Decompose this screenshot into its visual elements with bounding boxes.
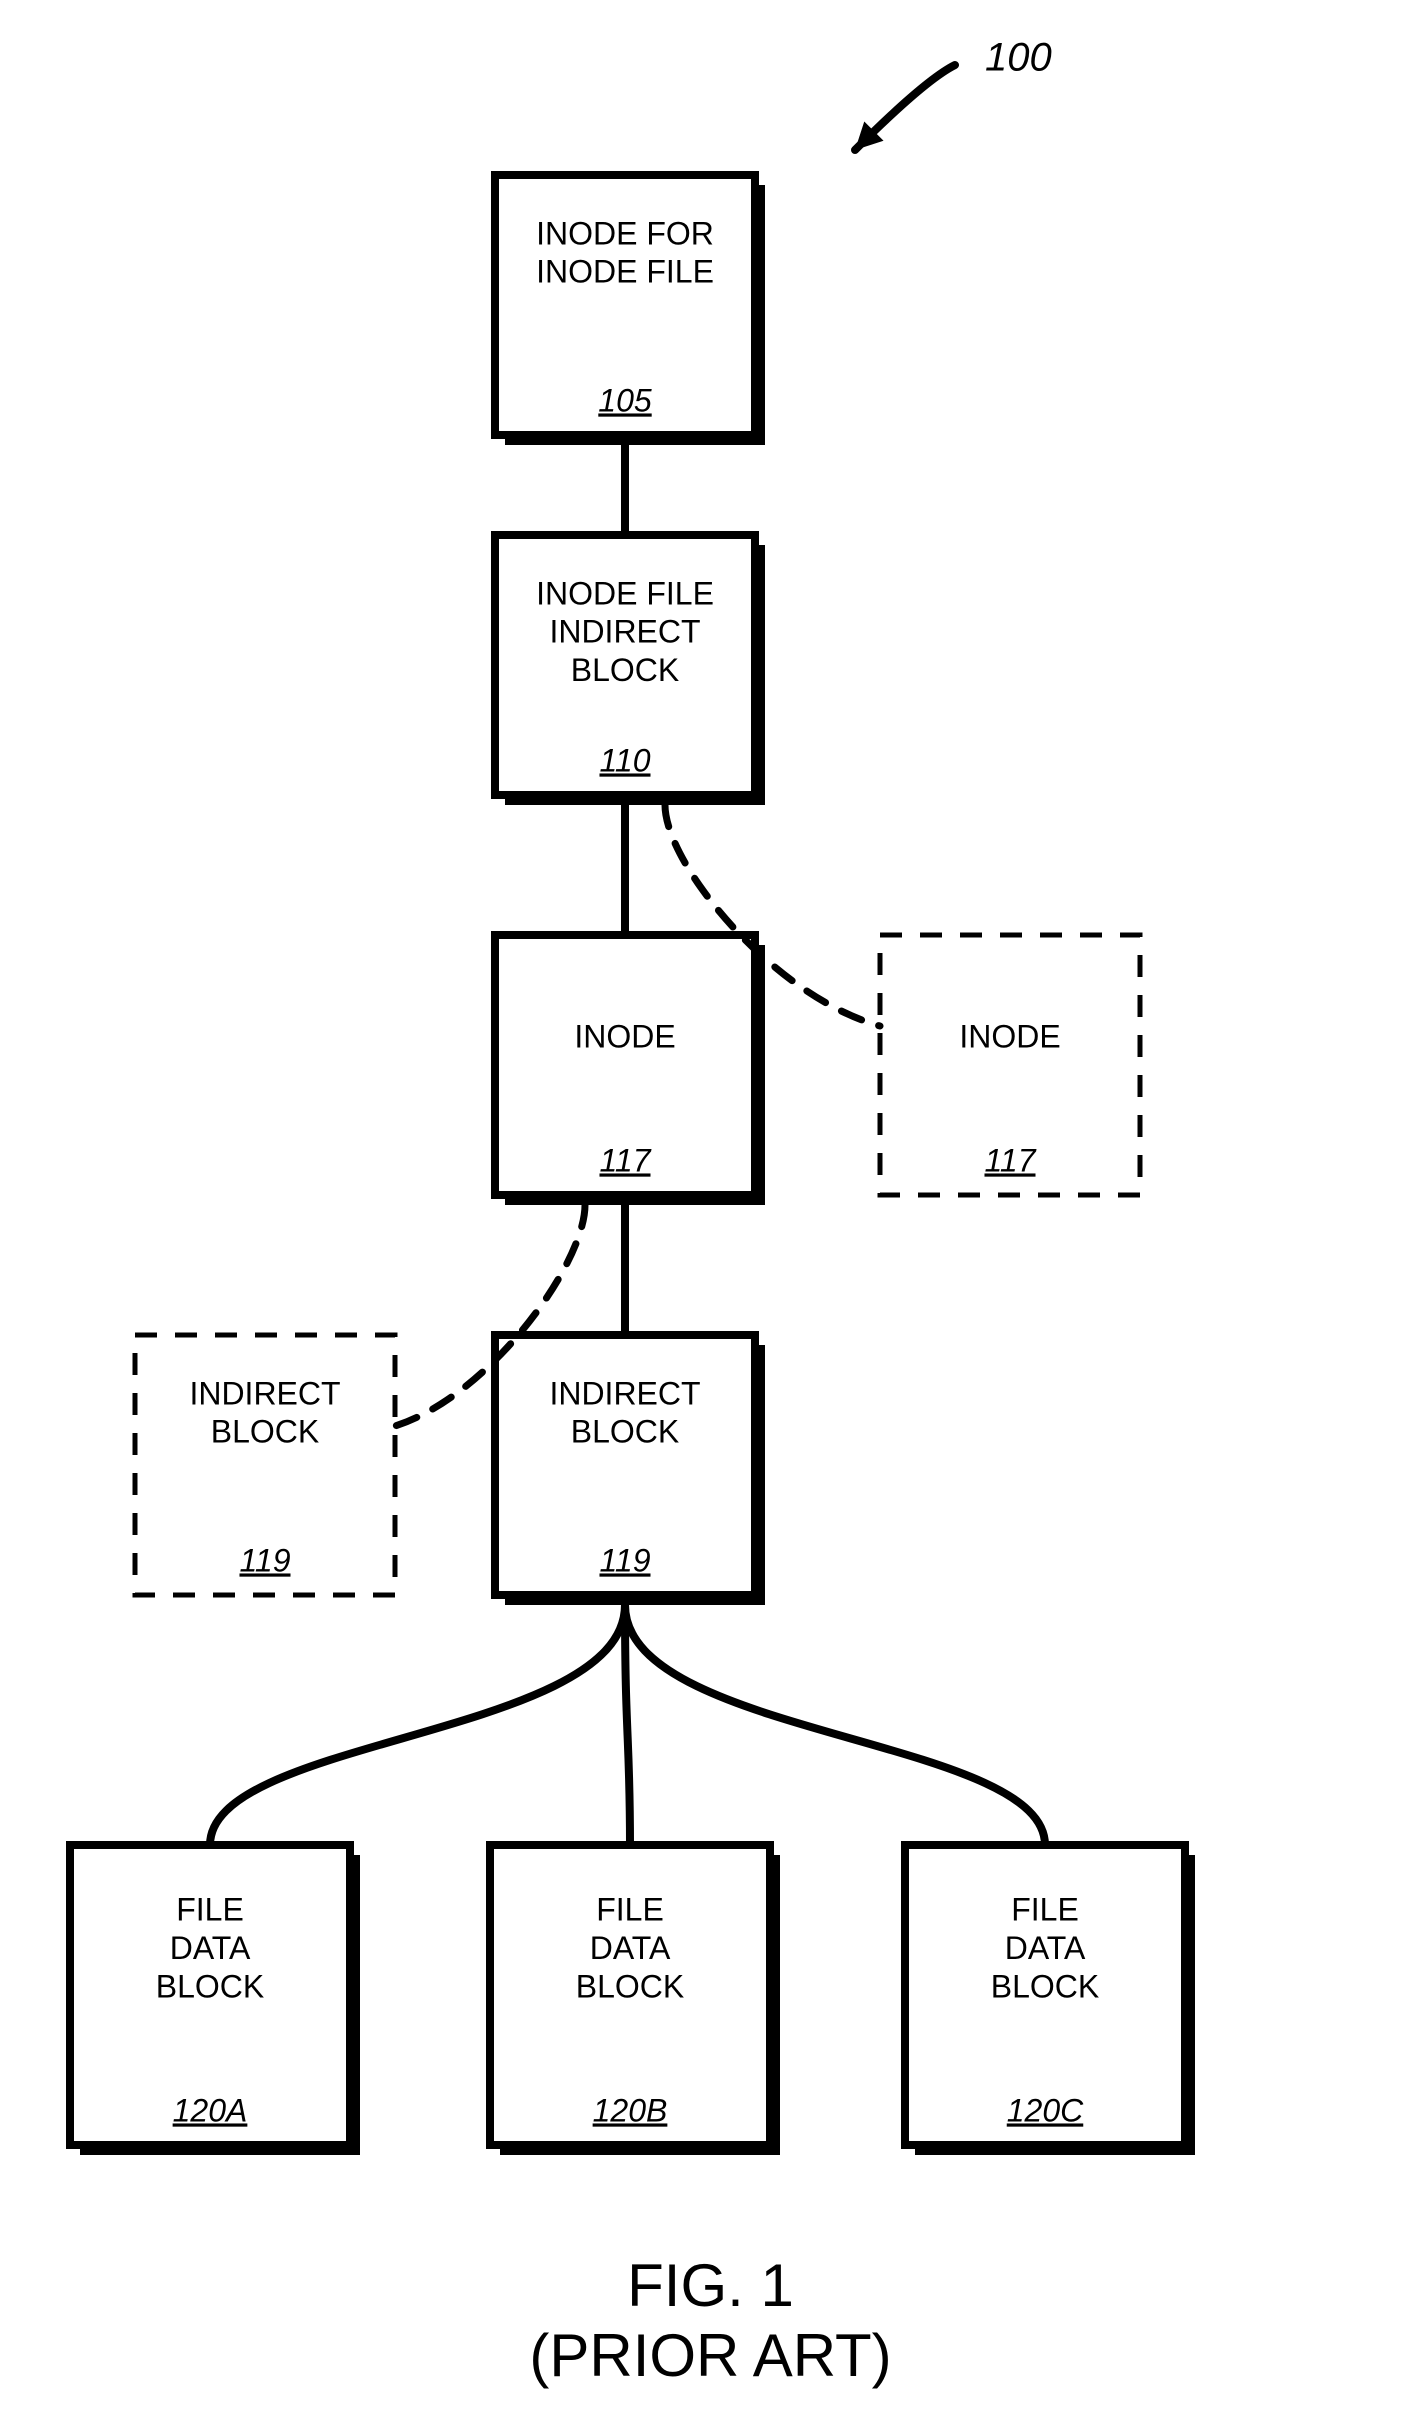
node-label: INDIRECT [549, 614, 700, 650]
diagram-svg: INODE FORINODE FILE105INODE FILEINDIRECT… [0, 0, 1421, 2435]
node-indirect_main: INDIRECTBLOCK 119 [495, 1335, 765, 1605]
node-label: BLOCK [991, 1968, 1099, 2004]
node-number: 105 [598, 382, 652, 418]
node-inode_file_indirect: INODE FILEINDIRECTBLOCK 110 [495, 535, 765, 805]
node-label: INDIRECT [549, 1375, 700, 1411]
node-inode_for_inode_file: INODE FORINODE FILE 105 [495, 175, 765, 445]
node-label: INODE FILE [536, 575, 714, 611]
node-label: BLOCK [571, 1414, 679, 1450]
node-label: INODE [959, 1018, 1060, 1054]
node-label: FILE [176, 1892, 244, 1928]
node-number: 119 [239, 1542, 290, 1578]
node-label: INODE FOR [536, 215, 714, 251]
node-label: DATA [590, 1930, 671, 1966]
node-inode_main: INODE 117 [495, 935, 765, 1205]
node-label: INDIRECT [189, 1375, 340, 1411]
node-file_a: FILEDATABLOCK 120A [70, 1845, 360, 2155]
diagram-page: INODE FORINODE FILE105INODE FILEINDIRECT… [0, 0, 1421, 2435]
node-number: 120B [593, 2092, 668, 2128]
node-number: 120A [173, 2092, 248, 2128]
node-number: 120C [1007, 2092, 1084, 2128]
node-number: 119 [599, 1542, 650, 1578]
node-inode_side: INODE 117 [880, 935, 1140, 1195]
node-label: FILE [1011, 1892, 1079, 1928]
node-file_c: FILEDATABLOCK 120C [905, 1845, 1195, 2155]
node-number: 117 [984, 1142, 1036, 1178]
node-label: INODE [574, 1018, 675, 1054]
node-indirect_side: INDIRECTBLOCK 119 [135, 1335, 395, 1595]
edge-fanout [625, 1605, 1045, 1845]
node-number: 110 [599, 742, 650, 778]
figure-subtitle: (PRIOR ART) [529, 2322, 891, 2389]
node-label: INODE FILE [536, 254, 714, 290]
node-label: FILE [596, 1892, 664, 1928]
node-label: BLOCK [156, 1968, 264, 2004]
edge-fanout [210, 1605, 625, 1845]
node-label: BLOCK [576, 1968, 684, 2004]
node-label: BLOCK [211, 1414, 319, 1450]
node-label: DATA [170, 1930, 251, 1966]
node-label: DATA [1005, 1930, 1086, 1966]
figure-title: FIG. 1 [627, 2252, 794, 2319]
node-label: BLOCK [571, 652, 679, 688]
ref-label: 100 [985, 36, 1052, 80]
edge-fanout [625, 1605, 630, 1845]
node-file_b: FILEDATABLOCK 120B [490, 1845, 780, 2155]
node-number: 117 [599, 1142, 651, 1178]
